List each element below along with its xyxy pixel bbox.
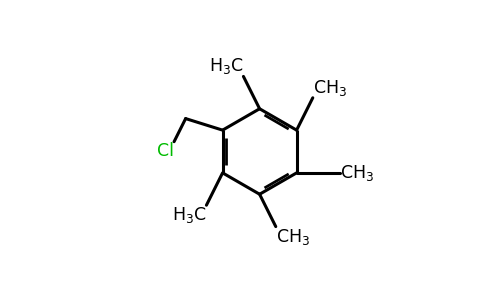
Text: $\mathregular{H_3C}$: $\mathregular{H_3C}$: [209, 56, 243, 76]
Text: $\mathregular{CH_3}$: $\mathregular{CH_3}$: [276, 226, 310, 247]
Text: $\mathregular{CH_3}$: $\mathregular{CH_3}$: [341, 163, 375, 183]
Text: $\mathregular{CH_3}$: $\mathregular{CH_3}$: [313, 78, 347, 98]
Text: $\mathregular{H_3C}$: $\mathregular{H_3C}$: [172, 205, 206, 225]
Text: Cl: Cl: [157, 142, 174, 160]
